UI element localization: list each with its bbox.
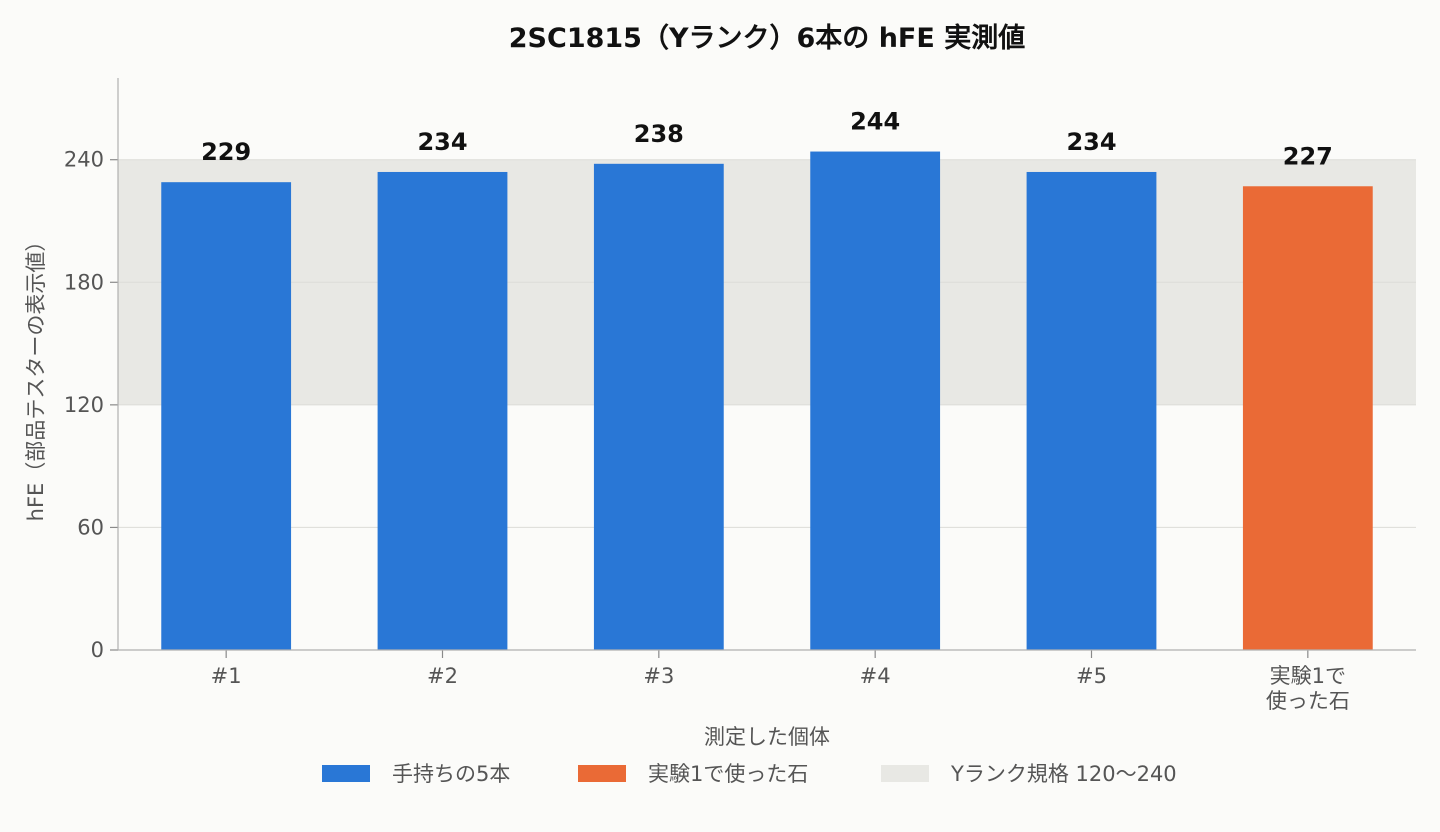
bar[interactable] <box>593 163 724 651</box>
data-label: 234 <box>1066 128 1116 156</box>
x-tick-label: #3 <box>643 664 674 688</box>
chart-title: 2SC1815（Yランク）6本の hFE 実測値 <box>509 22 1025 54</box>
y-tick-label: 0 <box>91 638 104 662</box>
legend-item-experiment: 実験1で使った石 <box>578 762 808 786</box>
x-tick-label: #4 <box>860 664 891 688</box>
y-axis-title: hFE（部品テスターの表示値） <box>24 231 48 522</box>
y-tick-label: 240 <box>64 148 104 172</box>
bar[interactable] <box>161 182 292 650</box>
y-tick-label: 180 <box>64 270 104 294</box>
data-label: 234 <box>417 128 467 156</box>
legend-item-spec-band: Yランク規格 120〜240 <box>881 762 1177 786</box>
legend-label: 実験1で使った石 <box>648 762 808 786</box>
data-label: 238 <box>634 120 684 148</box>
bar[interactable] <box>1026 171 1157 650</box>
x-tick-label: #5 <box>1076 664 1107 688</box>
legend-swatch <box>578 765 626 782</box>
x-tick-label: #1 <box>211 664 242 688</box>
x-tick-label: 実験1で <box>1270 664 1346 688</box>
y-tick-label: 120 <box>64 393 104 417</box>
data-label: 244 <box>850 108 900 136</box>
data-label: 229 <box>201 138 251 166</box>
bar[interactable] <box>1242 186 1373 650</box>
legend-item-owned: 手持ちの5本 <box>322 762 510 786</box>
x-tick-label: #2 <box>427 664 458 688</box>
y-tick-label: 60 <box>77 515 104 539</box>
data-label: 227 <box>1283 142 1333 170</box>
legend-swatch <box>322 765 370 782</box>
x-tick-label: 使った石 <box>1266 689 1350 713</box>
legend-label: Yランク規格 120〜240 <box>950 762 1177 786</box>
bar[interactable] <box>810 151 941 651</box>
bar[interactable] <box>377 171 508 650</box>
legend-label: 手持ちの5本 <box>392 762 510 786</box>
legend-swatch <box>881 765 929 782</box>
x-axis-title: 測定した個体 <box>704 725 830 749</box>
